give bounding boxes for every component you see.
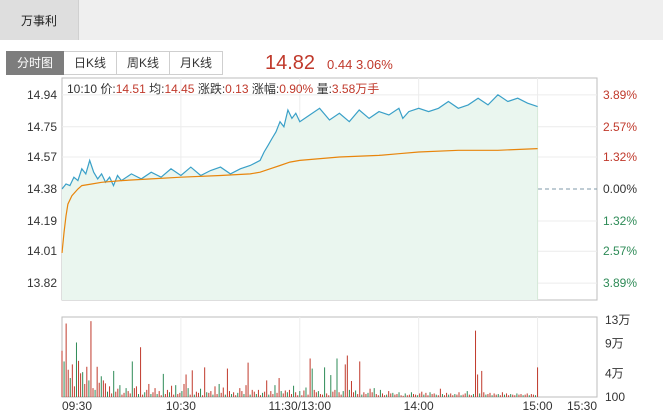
info-price-label: 价: (100, 82, 116, 96)
current-price: 14.82 (265, 52, 316, 74)
x-tick-label: 11:30/13:00 (269, 399, 332, 413)
info-avg-value: 14.45 (164, 82, 195, 96)
period-toolbar: 分时图 日K线 周K线 月K线 (6, 51, 224, 75)
x-tick-label: 10:30 (166, 399, 196, 413)
price-change: 0.44 3.06% (327, 57, 393, 72)
tab-intraday[interactable]: 分时图 (6, 51, 65, 75)
info-time: 10:10 (67, 82, 98, 96)
price-area-fill (62, 94, 538, 300)
right-tick-label: 0.00% (603, 182, 637, 196)
volume-tick-label: 13万 (605, 313, 630, 327)
change-value: 0.44 (327, 57, 353, 72)
left-tick-label: 14.01 (27, 244, 57, 258)
right-tick-label: 3.89% (603, 88, 637, 102)
info-avg-label: 均: (149, 82, 165, 96)
change-pct: 3.06% (355, 57, 393, 72)
info-pct-value: 0.90% (279, 82, 314, 96)
left-tick-label: 14.38 (27, 182, 57, 196)
info-change-label: 涨跌: (197, 82, 226, 96)
left-tick-label: 14.19 (27, 214, 57, 228)
info-vol-label: 量: (316, 82, 332, 96)
x-tick-label: 09:30 (62, 399, 92, 413)
tab-monthly-k[interactable]: 月K线 (170, 51, 224, 75)
left-tick-label: 14.75 (27, 120, 57, 134)
volume-tick-label: 100 (605, 390, 625, 404)
right-tick-label: 2.57% (603, 244, 637, 258)
tab-daily-k[interactable]: 日K线 (64, 51, 118, 75)
avg-price-line (61, 148, 538, 253)
info-price-value: 14.51 (115, 82, 146, 96)
x-tick-label: 15:30 (567, 399, 597, 413)
right-tick-label: 3.89% (603, 276, 637, 290)
right-tick-label: 1.32% (603, 150, 637, 164)
price-line (61, 94, 538, 190)
left-tick-label: 13.82 (27, 276, 57, 290)
crosshair-info: 10:10 价:14.51 均:14.45 涨跌:0.13 涨幅:0.90% 量… (67, 80, 379, 97)
left-tick-label: 14.94 (27, 88, 57, 102)
info-pct-label: 涨幅: (251, 82, 280, 96)
x-tick-label: 14:00 (404, 399, 434, 413)
volume-tick-label: 9万 (605, 337, 624, 351)
x-tick-label: 15:00 (523, 399, 553, 413)
stock-tab-bar: 万事利 (0, 0, 663, 40)
stock-tab[interactable]: 万事利 (0, 0, 79, 40)
left-tick-label: 14.57 (27, 150, 57, 164)
tab-weekly-k[interactable]: 周K线 (117, 51, 171, 75)
volume-tick-label: 4万 (605, 366, 624, 380)
right-tick-label: 2.57% (603, 120, 637, 134)
right-tick-label: 1.32% (603, 214, 637, 228)
info-vol-value: 3.58万手 (331, 82, 380, 96)
volume-frame (61, 316, 598, 398)
info-change-value: 0.13 (225, 82, 249, 96)
